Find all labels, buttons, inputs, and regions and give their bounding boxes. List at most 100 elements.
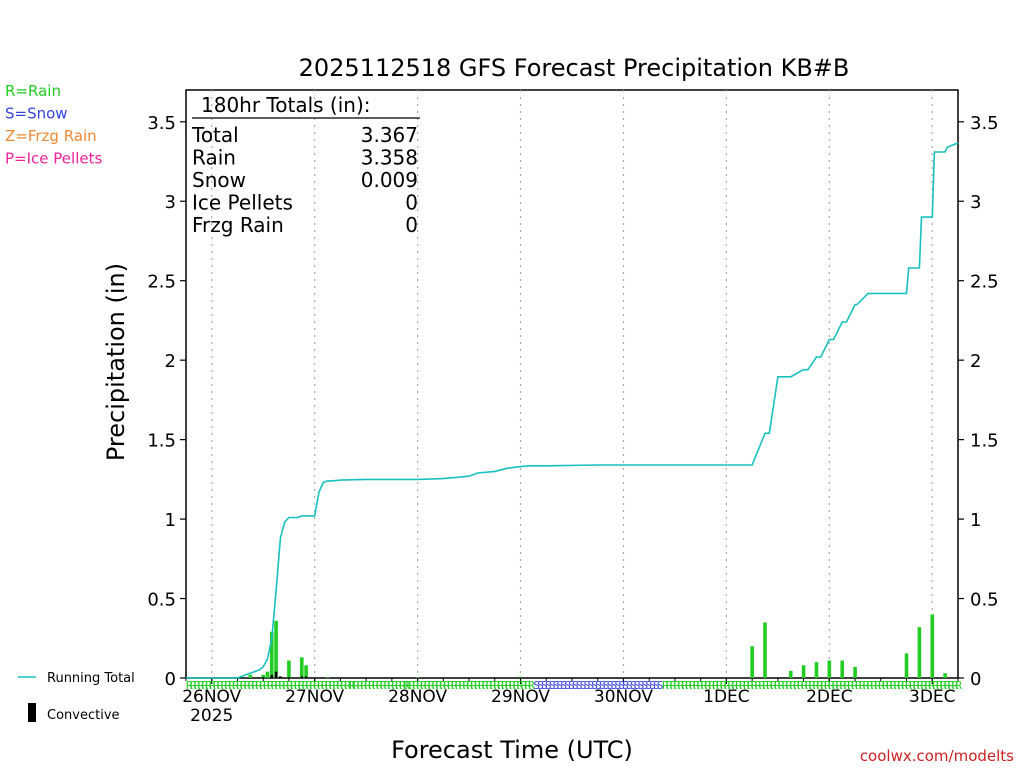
precip-type-symbol: R: [901, 679, 908, 692]
precip-type-symbol: R: [405, 679, 412, 692]
precip-type-symbol: R: [517, 679, 524, 692]
precip-type-symbol: R: [337, 679, 344, 692]
precip-type-symbol: R: [395, 679, 402, 692]
precip-type-symbol: S: [576, 679, 583, 692]
precip-type-symbol: R: [840, 679, 847, 692]
precip-type-legend-item: S=Snow: [5, 105, 68, 123]
precip-type-legend: R=Rain S=Snow Z=Frzg Rain P=Ice Pellets: [5, 82, 102, 168]
precip-type-symbol: S: [626, 679, 633, 692]
precip-type-symbol: S: [545, 679, 552, 692]
precip-type-symbol: R: [209, 679, 216, 692]
precip-type-symbol: R: [832, 679, 839, 692]
precip-type-symbol: R: [928, 679, 935, 692]
precip-type-symbol: R: [816, 679, 823, 692]
precip-type-symbol: R: [778, 679, 785, 692]
rain-bar: [300, 657, 304, 678]
plot-frame: [185, 89, 959, 679]
rain-bar: [801, 665, 806, 678]
precip-type-symbol: R: [693, 679, 700, 692]
totals-row-label: Rain: [192, 146, 236, 170]
precip-type-symbol: S: [541, 679, 548, 692]
x-axis-label: Forecast Time (UTC): [391, 736, 633, 764]
precip-type-symbol: R: [232, 679, 239, 692]
precip-type-symbol: R: [391, 679, 398, 692]
precip-type-symbol: R: [909, 679, 916, 692]
totals-row-label: Frzg Rain: [192, 213, 284, 237]
precip-type-symbol: R: [678, 679, 685, 692]
y-tick-label: 2: [165, 351, 176, 372]
precip-type-symbol: R: [513, 679, 520, 692]
rain-bar: [287, 660, 291, 678]
precip-type-symbol: R: [420, 679, 427, 692]
convective-bars: [261, 671, 522, 678]
precip-type-symbol: R: [290, 679, 297, 692]
precip-type-symbol: R: [805, 679, 812, 692]
series-legend: Running Total Convective: [18, 671, 135, 723]
precip-type-symbol: R: [298, 679, 305, 692]
precip-type-symbol: R: [789, 679, 796, 692]
precip-type-strip: RRRRRRRRRRRRRRRRRRRRRRRRRRRRRRRRRRRRRRRR…: [186, 679, 962, 692]
x-ticks: 26NOV 27NOV 28NOV 29NOV 30NOV 1DEC 2DEC 3DEC 202…: [182, 678, 959, 726]
precip-type-symbol: R: [782, 679, 789, 692]
x-tick-label: 1DEC: [703, 687, 750, 707]
precip-type-symbol: R: [459, 679, 466, 692]
precip-type-symbol: R: [697, 679, 704, 692]
precip-type-symbol: R: [732, 679, 739, 692]
totals-row-value: 0: [405, 213, 418, 237]
precip-type-symbol: R: [705, 679, 712, 692]
convective-legend-swatch: [28, 703, 36, 722]
precip-type-symbol: R: [867, 679, 874, 692]
precip-type-symbol: R: [470, 679, 477, 692]
precip-type-symbol: R: [325, 679, 332, 692]
chart-title: 2025112518 GFS Forecast Precipitation KB…: [299, 54, 850, 82]
totals-row-value: 0.009: [361, 168, 418, 192]
precip-type-symbol: S: [584, 679, 591, 692]
precip-type-symbol: R: [198, 679, 205, 692]
precip-type-symbol: S: [560, 679, 567, 692]
y-tick-label: 1.5: [147, 431, 176, 452]
precip-type-symbol: S: [657, 679, 664, 692]
y-tick-label: 3.5: [147, 113, 176, 134]
precip-type-symbol: R: [801, 679, 808, 692]
y-tick-label-right: 0.5: [970, 590, 999, 611]
precip-type-symbol: R: [424, 679, 431, 692]
precip-type-symbol: R: [948, 679, 955, 692]
precip-type-symbol: R: [521, 679, 528, 692]
precip-type-symbol: R: [357, 679, 364, 692]
precip-type-symbol: S: [641, 679, 648, 692]
precip-type-symbol: S: [587, 679, 594, 692]
convective-bar: [270, 674, 274, 678]
precip-type-symbol: S: [618, 679, 625, 692]
precip-type-symbol: R: [190, 679, 197, 692]
precip-type-symbol: R: [674, 679, 681, 692]
precip-type-symbol: S: [537, 679, 544, 692]
precip-type-symbol: R: [689, 679, 696, 692]
precip-type-symbol: R: [482, 679, 489, 692]
precip-type-symbol: R: [302, 679, 309, 692]
precip-type-symbol: R: [528, 679, 535, 692]
precip-type-symbol: S: [649, 679, 656, 692]
precip-type-symbol: S: [553, 679, 560, 692]
precip-type-symbol: R: [439, 679, 446, 692]
watermark: coolwx.com/modelts: [860, 747, 1014, 765]
precip-type-symbol: R: [917, 679, 924, 692]
precip-type-symbol: R: [724, 679, 731, 692]
precip-type-symbol: R: [890, 679, 897, 692]
precip-type-symbol: R: [828, 679, 835, 692]
convective-legend-label: Convective: [47, 708, 120, 723]
precip-type-symbol: R: [497, 679, 504, 692]
x-tick-label: 2DEC: [806, 687, 853, 707]
precip-type-symbol: R: [474, 679, 481, 692]
x-tick-label: 30NOV: [594, 687, 653, 707]
rain-bar: [261, 674, 265, 678]
y-tick-label-right: 2: [970, 351, 981, 372]
precip-type-symbol: R: [797, 679, 804, 692]
precip-type-symbol: R: [886, 679, 893, 692]
precip-type-symbol: R: [490, 679, 497, 692]
precip-type-symbol: R: [494, 679, 501, 692]
precip-type-symbol: R: [263, 679, 270, 692]
precip-type-symbol: S: [595, 679, 602, 692]
precip-type-symbol: R: [428, 679, 435, 692]
precip-type-symbol: S: [557, 679, 564, 692]
rain-bar: [788, 670, 793, 678]
